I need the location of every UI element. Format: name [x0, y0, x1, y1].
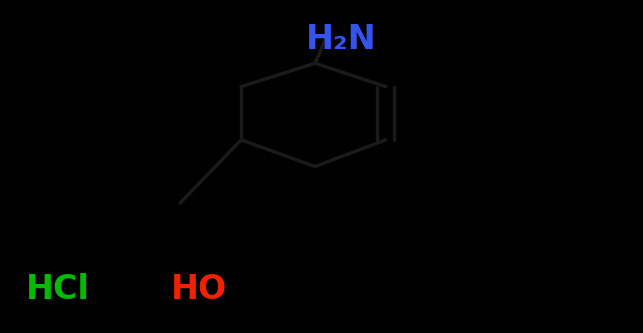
Text: HO: HO	[171, 273, 228, 306]
Text: H₂N: H₂N	[305, 23, 376, 57]
Text: HCl: HCl	[26, 273, 90, 306]
